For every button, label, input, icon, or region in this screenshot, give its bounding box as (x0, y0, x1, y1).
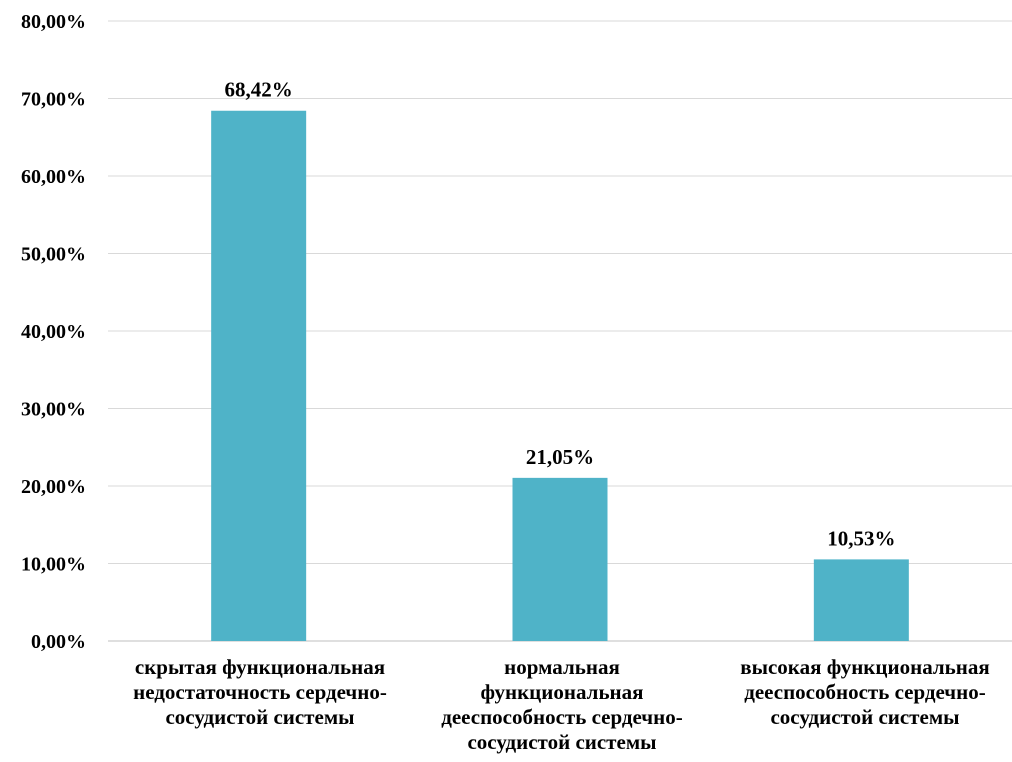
y-tick-label: 10,00% (21, 554, 86, 576)
y-tick-label: 40,00% (21, 321, 86, 343)
y-tick-label: 50,00% (21, 244, 86, 266)
data-label: 21,05% (526, 445, 594, 469)
y-tick-label: 0,00% (31, 631, 86, 653)
bar (512, 477, 608, 641)
category-label-3: высокая функциональная дееспособность се… (740, 655, 990, 729)
data-label: 68,42% (225, 78, 293, 102)
category-label-1: скрытая функциональная недостаточность с… (133, 655, 387, 729)
y-tick-label: 20,00% (21, 476, 86, 498)
category-label-2: нормальная функциональная дееспособность… (441, 655, 683, 754)
y-tick-label: 80,00% (21, 11, 86, 33)
bar (211, 110, 307, 642)
y-tick-label: 60,00% (21, 166, 86, 188)
y-tick-label: 30,00% (21, 399, 86, 421)
y-tick-label: 70,00% (21, 89, 86, 111)
data-label: 10,53% (827, 526, 895, 550)
bar (813, 559, 909, 641)
